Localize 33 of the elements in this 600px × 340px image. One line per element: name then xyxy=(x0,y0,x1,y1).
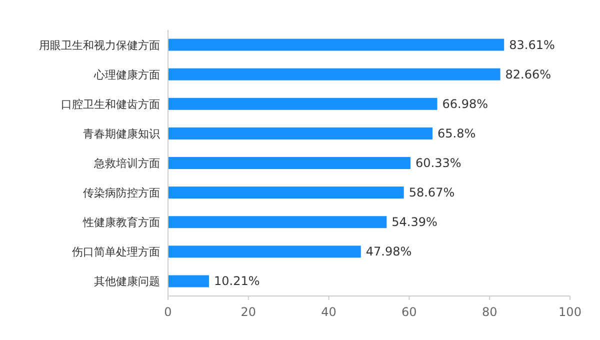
x-tick-label: 60 xyxy=(402,305,417,319)
y-tick-label: 其他健康问题 xyxy=(94,275,160,288)
y-tick-label: 性健康教育方面 xyxy=(82,216,160,230)
bar xyxy=(168,127,433,140)
y-tick-label: 青春期健康知识 xyxy=(83,127,160,140)
y-tick-label: 传染病防控方面 xyxy=(83,186,160,200)
x-tick-label: 100 xyxy=(558,305,582,319)
bar xyxy=(168,98,438,110)
data-label: 60.33% xyxy=(416,156,462,170)
data-label: 58.67% xyxy=(408,186,455,200)
y-tick-label: 伤口简单处理方面 xyxy=(72,246,160,259)
bar xyxy=(168,246,361,258)
data-label: 82.66% xyxy=(505,67,552,82)
y-tick-label: 心理健康方面 xyxy=(93,68,160,82)
data-label: 47.98% xyxy=(366,244,412,259)
y-tick-label: 口腔卫生和健齿方面 xyxy=(61,98,160,111)
data-label: 66.98% xyxy=(442,96,488,111)
bar xyxy=(168,275,210,288)
bar xyxy=(168,157,411,169)
data-label: 10.21% xyxy=(214,274,260,288)
data-label: 83.61% xyxy=(509,38,555,52)
bar xyxy=(168,38,504,51)
data-label: 54.39% xyxy=(392,215,438,230)
y-tick-label: 用眼卫生和视力保健方面 xyxy=(39,38,160,52)
bar xyxy=(168,68,500,80)
x-tick-label: 40 xyxy=(321,305,336,319)
x-tick-label: 0 xyxy=(164,305,172,319)
x-tick-label: 80 xyxy=(482,305,498,319)
bar xyxy=(168,216,387,228)
bar xyxy=(168,186,404,199)
y-tick-label: 急救培训方面 xyxy=(93,157,160,170)
data-label: 65.8% xyxy=(438,126,476,140)
x-tick-label: 20 xyxy=(240,305,256,319)
